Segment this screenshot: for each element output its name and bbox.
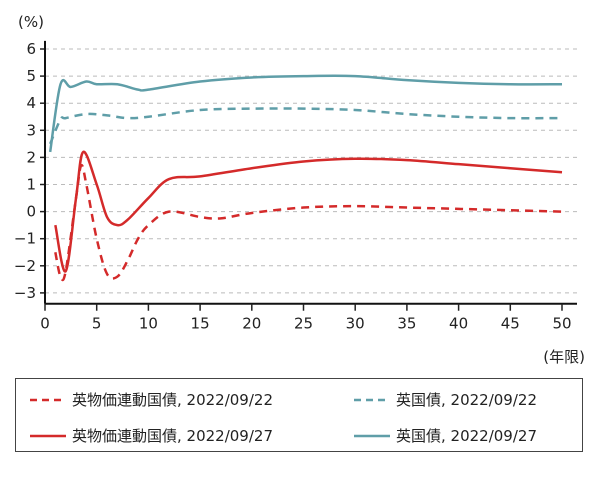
legend-item-gilt-0922: 英国債, 2022/09/22 — [354, 389, 537, 410]
legend-swatch — [30, 434, 66, 437]
x-tick-label: 15 — [191, 315, 210, 333]
series-line-2 — [54, 150, 563, 273]
x-tick-label: 10 — [139, 315, 158, 333]
legend-label: 英国債, 2022/09/27 — [396, 427, 537, 445]
x-tick-label: 50 — [552, 315, 571, 333]
x-axis-label: (年限) — [543, 348, 585, 366]
y-tick-label: 2 — [26, 148, 36, 166]
y-tick-label: 5 — [26, 67, 36, 85]
x-tick-label: 0 — [40, 315, 50, 333]
series-line-0 — [54, 163, 563, 282]
legend-label: 英物価連動国債, 2022/09/27 — [72, 427, 273, 445]
y-tick-label: 0 — [26, 203, 36, 221]
legend-label: 英物価連動国債, 2022/09/22 — [72, 391, 273, 409]
series-line-3 — [48, 74, 563, 153]
x-tick-label: 5 — [92, 315, 102, 333]
x-tick-label: 35 — [397, 315, 416, 333]
legend-swatch — [354, 398, 390, 401]
legend: 英物価連動国債, 2022/09/22 英国債, 2022/09/22 英物価連… — [15, 378, 583, 452]
legend-item-linker-0922: 英物価連動国債, 2022/09/22 — [30, 389, 273, 410]
x-tick-label: 30 — [346, 315, 365, 333]
x-tick-label: 40 — [449, 315, 468, 333]
y-tick-label: 6 — [26, 40, 36, 58]
y-axis-label: (%) — [18, 13, 44, 31]
y-tick-label: 3 — [26, 121, 36, 139]
y-tick-label: 4 — [26, 94, 36, 112]
legend-item-gilt-0927: 英国債, 2022/09/27 — [354, 425, 537, 446]
y-tick-label: 1 — [26, 176, 36, 194]
legend-swatch — [354, 434, 390, 437]
y-tick-label: −3 — [14, 284, 36, 302]
x-tick-label: 20 — [242, 315, 261, 333]
series-line-1 — [49, 107, 563, 145]
y-tick-label: −2 — [14, 257, 36, 275]
legend-label: 英国債, 2022/09/22 — [396, 391, 537, 409]
x-tick-label: 45 — [501, 315, 520, 333]
x-tick-label: 25 — [294, 315, 313, 333]
y-tick-label: −1 — [14, 230, 36, 248]
legend-swatch — [30, 398, 66, 401]
legend-item-linker-0927: 英物価連動国債, 2022/09/27 — [30, 425, 273, 446]
